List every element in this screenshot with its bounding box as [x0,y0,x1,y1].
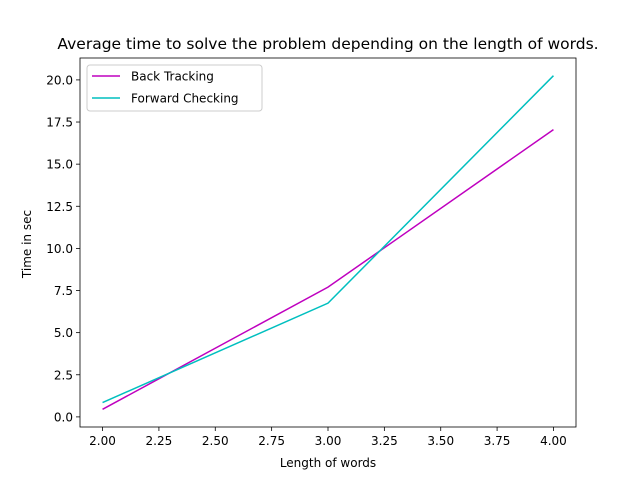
x-tick-label: 3.00 [315,434,342,448]
x-axis-ticks: 2.00 2.25 2.50 2.75 3.00 3.25 3.50 3.75 4.00 [89,427,567,448]
y-tick-label: 2.5 [54,368,73,382]
series-line-2 [102,75,554,404]
y-tick-label: 5.0 [54,326,73,340]
plot-area [79,57,577,428]
x-tick-label: 2.25 [146,434,173,448]
plot-frame [79,57,577,428]
y-tick-label: 7.5 [54,284,73,298]
x-tick-label: 3.25 [371,434,398,448]
legend-box [86,64,263,112]
x-axis-label: Length of words [280,456,376,470]
x-tick-label: 3.75 [484,434,511,448]
y-tick-label: 0.0 [54,410,73,424]
y-axis-label: Time in sec [20,210,34,279]
legend-label: Forward Checking [131,92,239,106]
series-line-1 [102,128,554,410]
y-tick-label: 12.5 [46,200,73,214]
chart-title: Average time to solve the problem depend… [57,35,598,53]
x-tick-label: 2.00 [89,434,116,448]
x-tick-label: 2.75 [258,434,285,448]
y-tick-label: 20.0 [46,73,73,87]
y-axis-ticks: 0.0 2.5 5.0 7.5 10.0 12.5 15.0 17.5 20.0 [46,73,80,424]
x-tick-label: 2.50 [202,434,229,448]
y-tick-label: 10.0 [46,242,73,256]
y-tick-label: 15.0 [46,158,73,172]
x-tick-label: 4.00 [540,434,567,448]
legend-label: Back Tracking [131,70,214,84]
x-tick-label: 3.50 [427,434,454,448]
y-tick-label: 17.5 [46,116,73,130]
legend: Back Tracking Forward Checking [86,64,263,112]
